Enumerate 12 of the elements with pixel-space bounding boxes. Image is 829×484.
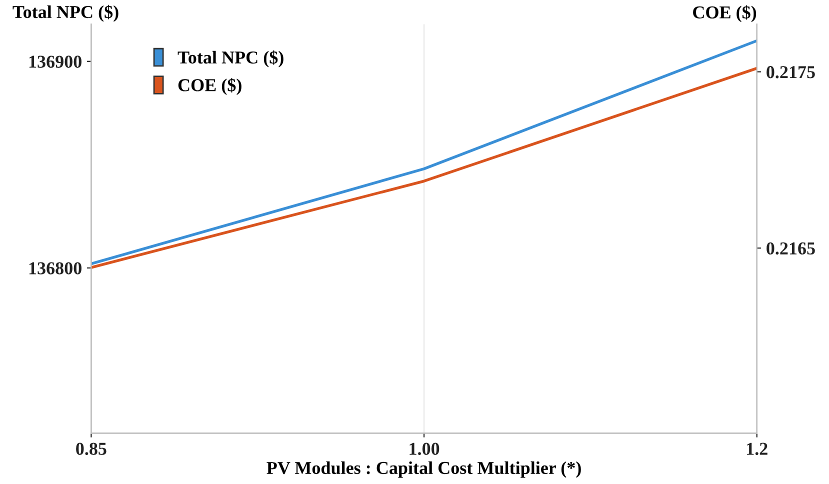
x-tick-label: 1.2 xyxy=(747,442,768,455)
y2-tick-label: 0.2175 xyxy=(766,66,815,78)
x-tick-label: 1.00 xyxy=(410,442,440,455)
y-tick-label: 136800 xyxy=(29,262,82,274)
y2-axis-title: COE ($) xyxy=(693,5,756,22)
y2-tick-label: 0.2165 xyxy=(766,242,815,255)
y-axis-title: Total NPC ($) xyxy=(12,4,118,22)
x-tick-label: 0.85 xyxy=(76,442,106,455)
legend-label: Total NPC ($) xyxy=(178,50,284,68)
y-tick-label: 136900 xyxy=(29,56,82,68)
legend-label: COE ($) xyxy=(178,78,242,95)
x-axis-title: PV Modules : Capital Cost Multiplier (*) xyxy=(266,461,581,478)
